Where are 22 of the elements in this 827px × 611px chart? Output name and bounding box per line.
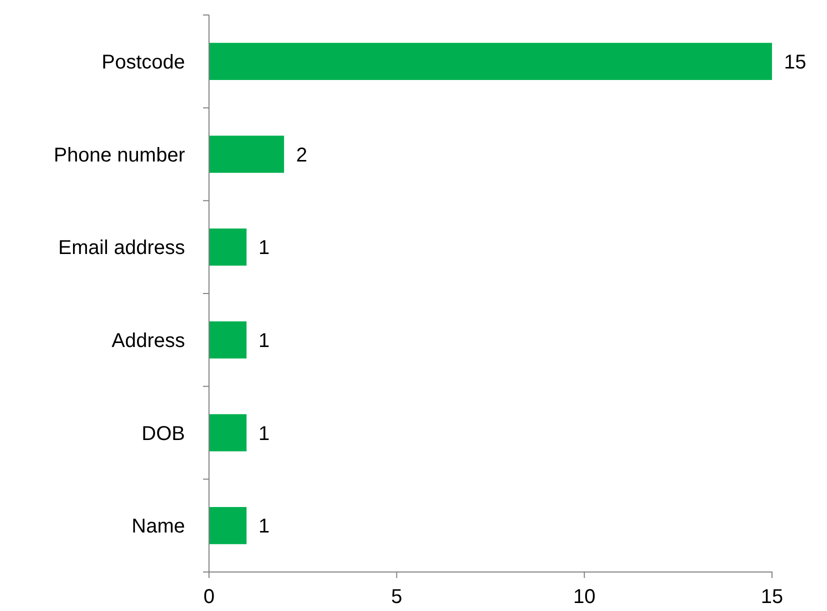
bar — [209, 228, 247, 266]
data-label: 1 — [258, 422, 270, 445]
bar — [209, 414, 247, 452]
x-tick-label: 0 — [203, 586, 215, 608]
x-tick-label: 15 — [760, 586, 784, 608]
y-tick-label: Address — [112, 330, 185, 352]
data-label: 1 — [258, 330, 270, 352]
bar — [209, 507, 247, 544]
data-label: 15 — [784, 51, 806, 74]
data-label: 1 — [258, 237, 270, 260]
y-tick-label: DOB — [142, 422, 185, 445]
x-tick-label: 10 — [573, 586, 596, 608]
x-tick-label: 5 — [391, 586, 402, 608]
y-tick-label: Phone number — [54, 144, 186, 166]
data-label: 2 — [296, 144, 308, 166]
bar — [209, 42, 772, 80]
y-tick-label: Name — [132, 516, 185, 538]
y-tick-label: Email address — [58, 237, 185, 260]
bar — [209, 321, 247, 358]
data-label: 1 — [258, 516, 270, 538]
y-tick-label: Postcode — [102, 51, 185, 74]
bar — [209, 136, 284, 173]
